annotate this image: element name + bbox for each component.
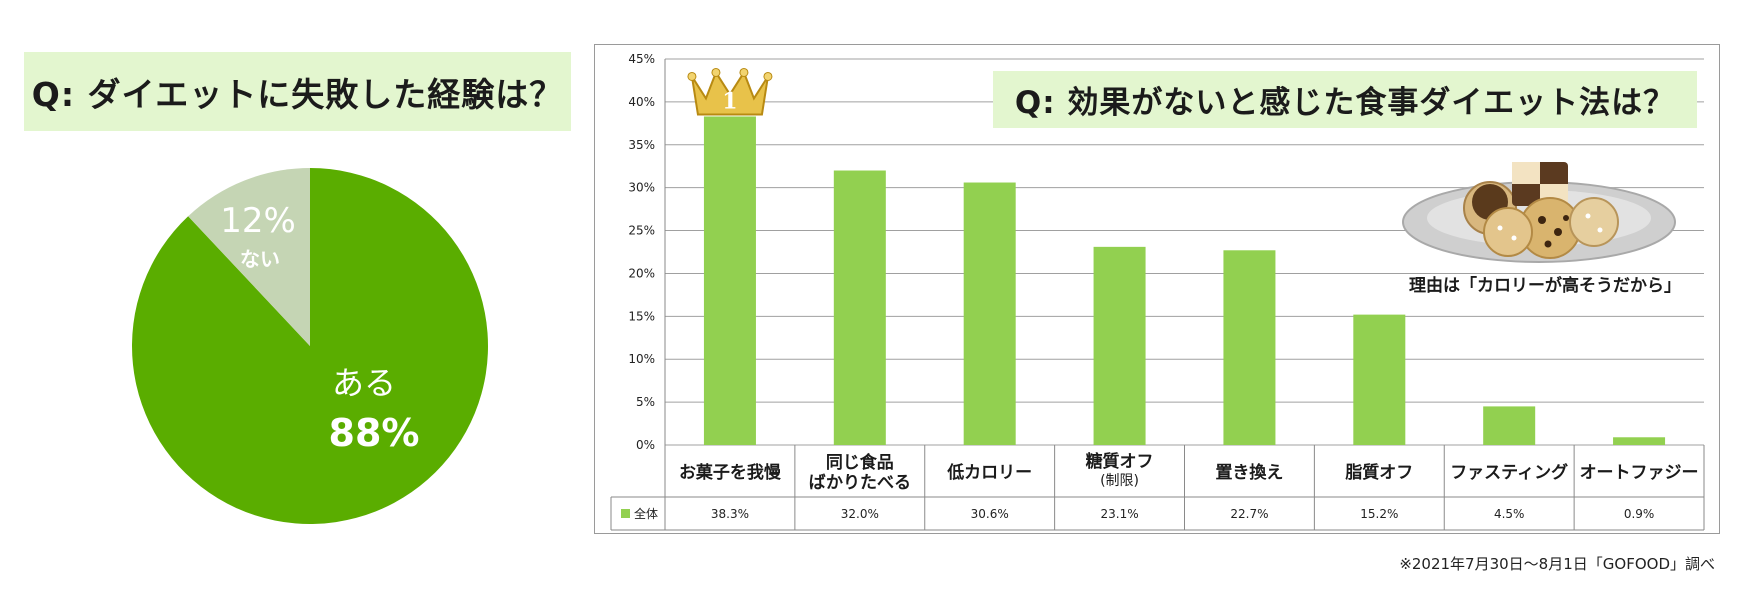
value-cell: 30.6%: [971, 507, 1009, 521]
y-tick-label: 45%: [628, 52, 655, 66]
bar-chart-svg: 0% 5% 10% 15% 20% 25% 30% 35% 40% 45% 全体 38.3% お菓子を我…: [610, 52, 1705, 531]
category-label: オートファジー: [1580, 463, 1699, 483]
pie-chart-svg: ある 88% 12% ない: [132, 168, 488, 524]
value-cell: 38.3%: [711, 507, 749, 521]
y-tick-label: 10%: [628, 352, 655, 366]
value-cell: 15.2%: [1360, 507, 1398, 521]
value-cell: 0.9%: [1624, 507, 1655, 521]
category-sublabel: (制限): [1100, 473, 1139, 489]
source-note: ※2021年7月30日～8月1日「GOFOOD」調べ: [1399, 555, 1715, 573]
pie-label-main: ある: [332, 364, 396, 402]
bar-chart-frame: 0% 5% 10% 15% 20% 25% 30% 35% 40% 45% 全体 38.3% お菓子を我…: [594, 44, 1720, 534]
y-tick-label: 30%: [628, 181, 655, 195]
y-tick-label: 25%: [628, 224, 655, 238]
bar-5: [1353, 314, 1406, 445]
category-label: 置き換え: [1215, 462, 1283, 483]
legend-label: 全体: [634, 506, 658, 521]
category-label: ファスティング: [1450, 462, 1568, 483]
bar-7: [1613, 437, 1666, 445]
category-label: 低カロリー: [946, 462, 1032, 483]
reason-caption: 理由は「カロリーが高そうだから」: [1409, 276, 1681, 296]
value-cell: 22.7%: [1230, 507, 1268, 521]
left-question-banner: Q: ダイエットに失敗した経験は？: [24, 52, 571, 131]
y-tick-label: 5%: [636, 395, 655, 409]
value-cell: 4.5%: [1494, 507, 1525, 521]
value-cell: 32.0%: [841, 507, 879, 521]
bar-6: [1483, 406, 1536, 445]
category-label: お菓子を我慢: [679, 462, 782, 483]
pie-chart: ある 88% 12% ない: [130, 166, 490, 526]
pie-value-minor: 12%: [220, 201, 296, 241]
category-label: ばかりたべる: [809, 473, 911, 493]
category-label: 同じ食品: [826, 452, 894, 473]
category-label: 脂質オフ: [1345, 462, 1413, 483]
right-question-text: Q: 効果がないと感じた食事ダイエット法は？: [1014, 85, 1676, 121]
bar-3: [1093, 246, 1146, 445]
pie-slice-1: [188, 168, 310, 346]
bar-0: [703, 116, 756, 446]
rank-badge: 1: [722, 88, 737, 114]
rank-crown-icon: 1: [687, 67, 773, 116]
cookie-plate-illustration: [1402, 162, 1676, 263]
legend-swatch: [621, 509, 630, 518]
left-question-text: Q: ダイエットに失敗した経験は？: [31, 74, 564, 114]
y-tick-label: 40%: [628, 95, 655, 109]
pie-value-main: 88%: [329, 411, 420, 455]
y-tick-label: 15%: [628, 309, 655, 323]
bar-1: [833, 170, 886, 445]
y-tick-label: 20%: [628, 266, 655, 280]
pie-label-minor: ない: [240, 247, 280, 271]
value-cell: 23.1%: [1101, 507, 1139, 521]
bar-2: [963, 182, 1016, 445]
y-tick-label: 0%: [636, 438, 655, 452]
right-question-banner: Q: 効果がないと感じた食事ダイエット法は？: [993, 71, 1697, 128]
bar-4: [1223, 250, 1276, 445]
category-label: 糖質オフ: [1086, 451, 1154, 472]
y-tick-label: 35%: [628, 138, 655, 152]
